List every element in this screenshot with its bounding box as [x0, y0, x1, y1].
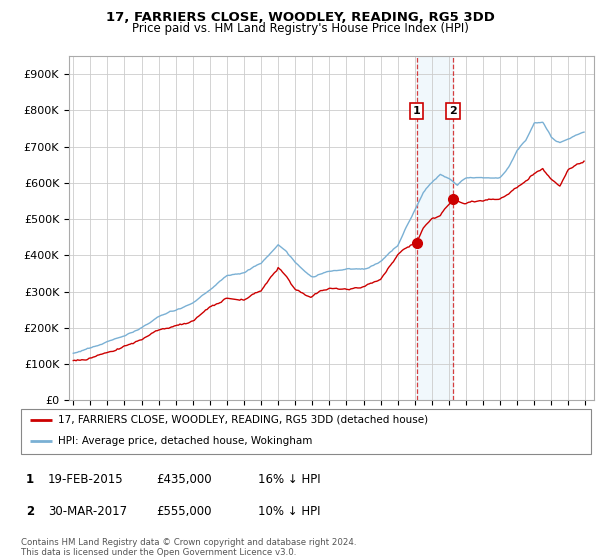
Text: 17, FARRIERS CLOSE, WOODLEY, READING, RG5 3DD: 17, FARRIERS CLOSE, WOODLEY, READING, RG…: [106, 11, 494, 24]
Text: 1: 1: [413, 106, 421, 116]
Text: 16% ↓ HPI: 16% ↓ HPI: [258, 473, 320, 486]
Bar: [417, 56, 453, 400]
Text: 19-FEB-2015: 19-FEB-2015: [48, 473, 124, 486]
Text: 2: 2: [449, 106, 457, 116]
FancyBboxPatch shape: [21, 409, 591, 454]
Text: 10% ↓ HPI: 10% ↓ HPI: [258, 505, 320, 518]
Text: 1: 1: [26, 473, 34, 486]
Text: Price paid vs. HM Land Registry's House Price Index (HPI): Price paid vs. HM Land Registry's House …: [131, 22, 469, 35]
Text: £435,000: £435,000: [156, 473, 212, 486]
Text: 30-MAR-2017: 30-MAR-2017: [48, 505, 127, 518]
Text: Contains HM Land Registry data © Crown copyright and database right 2024.
This d: Contains HM Land Registry data © Crown c…: [21, 538, 356, 557]
Text: 17, FARRIERS CLOSE, WOODLEY, READING, RG5 3DD (detached house): 17, FARRIERS CLOSE, WOODLEY, READING, RG…: [58, 415, 428, 425]
Text: HPI: Average price, detached house, Wokingham: HPI: Average price, detached house, Woki…: [58, 436, 313, 446]
Text: 2: 2: [26, 505, 34, 518]
Text: £555,000: £555,000: [156, 505, 212, 518]
